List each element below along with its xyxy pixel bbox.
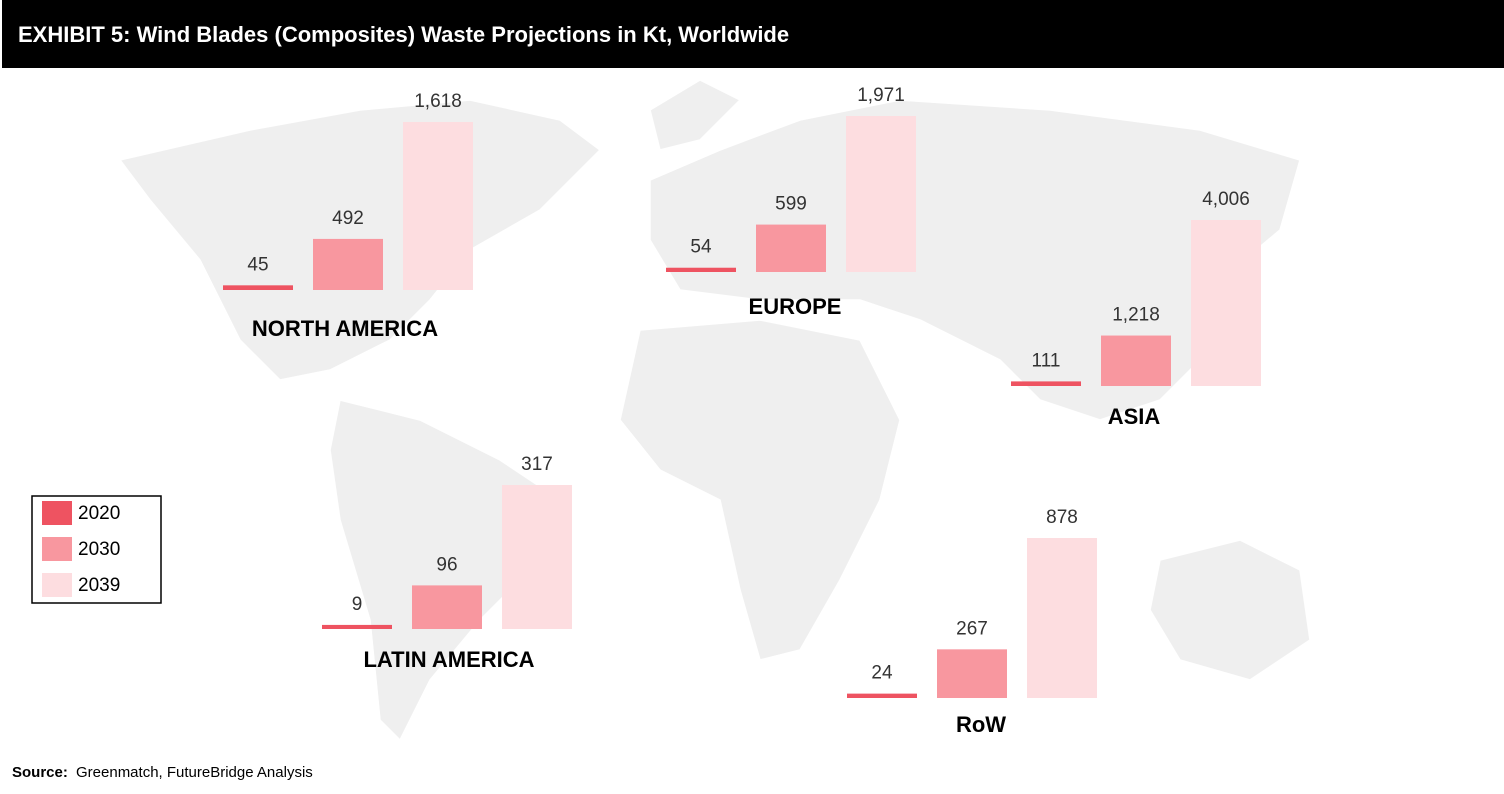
bar bbox=[937, 649, 1007, 698]
region-label: NORTH AMERICA bbox=[252, 316, 438, 341]
legend-label: 2030 bbox=[78, 539, 120, 560]
bar bbox=[412, 585, 482, 629]
region-label: RoW bbox=[956, 712, 1006, 737]
value-label: 111 bbox=[1032, 350, 1061, 371]
bar bbox=[313, 238, 383, 290]
value-label: 878 bbox=[1046, 507, 1078, 528]
bar bbox=[847, 693, 917, 698]
bar bbox=[1027, 538, 1097, 698]
legend-label: 2039 bbox=[78, 575, 120, 596]
bar bbox=[846, 116, 916, 272]
bar bbox=[223, 285, 293, 290]
value-label: 24 bbox=[871, 663, 893, 684]
value-label: 599 bbox=[775, 194, 807, 215]
legend-label: 2020 bbox=[78, 503, 120, 524]
value-label: 54 bbox=[690, 237, 712, 258]
value-label: 45 bbox=[247, 254, 268, 275]
value-label: 1,618 bbox=[414, 91, 462, 112]
bar bbox=[1011, 381, 1081, 386]
legend: 2020 2030 2039 bbox=[31, 495, 162, 604]
value-label: 9 bbox=[352, 594, 363, 615]
bar bbox=[666, 267, 736, 272]
bar bbox=[322, 624, 392, 629]
header-title: EXHIBIT 5: Wind Blades (Composites) Wast… bbox=[18, 22, 789, 47]
bar bbox=[1101, 335, 1171, 386]
source-label: Source: bbox=[12, 764, 68, 781]
legend-swatch bbox=[42, 501, 72, 525]
region-label: EUROPE bbox=[749, 294, 842, 319]
chart: 45 492 1,618 NORTH AMERICA 54 599 1,971 EUROPE 1… bbox=[223, 85, 1261, 737]
value-label: 317 bbox=[521, 454, 553, 475]
value-label: 492 bbox=[332, 208, 364, 229]
value-label: 1,971 bbox=[857, 85, 905, 106]
legend-swatch bbox=[42, 537, 72, 561]
value-label: 267 bbox=[956, 618, 988, 639]
bar bbox=[403, 122, 473, 290]
region-label: ASIA bbox=[1108, 404, 1161, 429]
bar bbox=[1191, 220, 1261, 386]
source-text: Greenmatch, FutureBridge Analysis bbox=[76, 764, 313, 781]
bar bbox=[502, 485, 572, 629]
value-label: 4,006 bbox=[1202, 189, 1250, 210]
region-label: LATIN AMERICA bbox=[363, 647, 534, 672]
legend-swatch bbox=[42, 573, 72, 597]
value-label: 96 bbox=[436, 554, 457, 575]
bar bbox=[756, 224, 826, 272]
header-bar bbox=[2, 0, 1504, 68]
value-label: 1,218 bbox=[1112, 305, 1160, 326]
